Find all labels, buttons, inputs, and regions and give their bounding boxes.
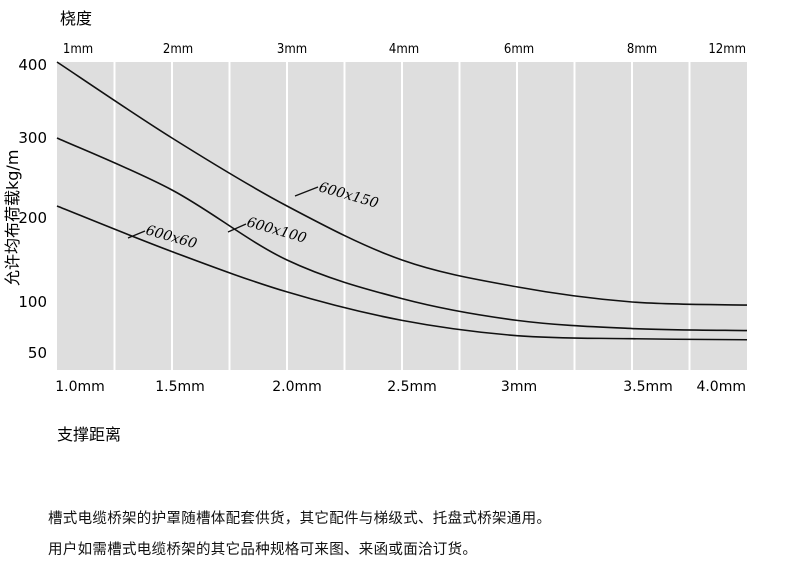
series-line: [56, 137, 748, 332]
top-tick-label: 4mm: [389, 42, 419, 57]
top-tick-label: 12mm: [708, 42, 746, 57]
x-axis-ticks: 1.0mm 1.5mm 2.0mm 2.5mm 3mm 3.5mm 4.0mm: [55, 379, 746, 395]
y-tick-label: 400: [18, 56, 47, 74]
note-line-1: 槽式电缆桥架的护罩随槽体配套供货，其它配件与梯级式、托盘式桥架通用。: [48, 511, 552, 527]
top-tick-label: 3mm: [277, 42, 307, 57]
top-axis-ticks: 1mm 2mm 3mm 4mm 6mm 8mm 12mm: [63, 42, 746, 57]
y-axis-label: 允许均布荷载kg/m: [3, 150, 22, 286]
y-tick-label: 300: [18, 129, 47, 147]
grid: [113, 62, 691, 370]
top-tick-label: 2mm: [163, 42, 193, 57]
x-tick-label: 1.0mm: [55, 379, 105, 395]
y-tick-label: 200: [18, 209, 47, 227]
y-tick-label: 50: [28, 344, 47, 362]
note-line-2: 用户如需槽式电缆桥架的其它品种规格可来图、来函或面洽订货。: [48, 542, 478, 558]
x-tick-label: 3mm: [501, 379, 537, 395]
series-layer: [56, 61, 748, 341]
series-line: [56, 205, 748, 341]
series-line: [56, 61, 748, 306]
x-tick-label: 2.5mm: [387, 379, 437, 395]
x-tick-label: 4.0mm: [696, 379, 746, 395]
series-label-leader: [127, 230, 146, 239]
top-tick-label: 6mm: [504, 42, 534, 57]
x-tick-label: 3.5mm: [623, 379, 673, 395]
series-label-leader: [227, 223, 247, 233]
x-tick-label: 2.0mm: [272, 379, 322, 395]
top-tick-label: 8mm: [627, 42, 657, 57]
y-tick-label: 100: [18, 293, 47, 311]
top-axis-title: 桡度: [60, 9, 92, 28]
series-label-leader: [294, 186, 319, 197]
y-axis-ticks: 400 300 200 100 50: [18, 56, 47, 362]
top-tick-label: 1mm: [63, 42, 93, 57]
x-axis-label: 支撑距离: [57, 425, 121, 444]
x-tick-label: 1.5mm: [155, 379, 205, 395]
